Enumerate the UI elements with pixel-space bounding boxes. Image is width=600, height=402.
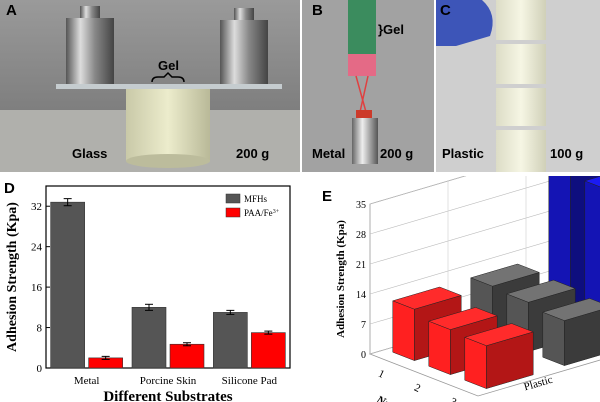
panel-a-gel-label: Gel xyxy=(158,58,179,73)
panel-d-letter: D xyxy=(4,180,15,197)
x-tick-label: 1 xyxy=(376,368,386,381)
y-tick-label: 16 xyxy=(31,282,43,294)
x-tick-label: Porcine Skin xyxy=(140,375,197,387)
panel-c-photo: C Plastic 100 g xyxy=(436,0,600,172)
panel-e-chart: E 0714212835123MetalPorcine SkinPlasticN… xyxy=(300,176,600,402)
panel-a-illustration xyxy=(0,0,300,172)
legend-swatch xyxy=(225,207,241,218)
y-tick-label: 24 xyxy=(31,242,43,254)
x-axis-label: Number xyxy=(373,392,417,402)
y-axis-label: Adhesion Strength (Kpa) xyxy=(5,202,20,352)
bar3d-top xyxy=(506,279,576,303)
z-tick-label: 21 xyxy=(356,260,366,271)
bar3d-top xyxy=(584,176,600,188)
panel-e-letter: E xyxy=(322,188,333,205)
bar xyxy=(50,201,85,369)
bar3d-front xyxy=(542,311,565,366)
panel-a-letter: A xyxy=(6,2,17,19)
panel-c-weight-label: 100 g xyxy=(550,146,584,161)
bar3d-front xyxy=(464,336,487,389)
x-tick-label: Silicone Pad xyxy=(222,375,278,387)
z-tick-label: 35 xyxy=(356,200,366,211)
legend-label: PAA/Fe3+ xyxy=(244,208,280,218)
bar3d-front xyxy=(428,320,451,375)
z-tick-label: 28 xyxy=(356,230,366,241)
x-tick-label: 3 xyxy=(448,396,459,402)
x-axis-label: Different Substrates xyxy=(103,389,232,402)
legend-superscript: 3+ xyxy=(273,209,280,215)
plot-frame xyxy=(45,185,291,369)
legend-label: MFHs xyxy=(244,194,268,204)
bar3d-front xyxy=(392,300,415,361)
panel-b-photo: B }Gel Metal 200 g xyxy=(302,0,434,172)
z-axis-label: Adhesion Strength (Kpa) xyxy=(335,220,347,338)
panel-b-weight-label: 200 g xyxy=(380,146,414,161)
panel-c-substrate-label: Plastic xyxy=(442,146,484,161)
panel-a-photo: A Gel Glass 200 g xyxy=(0,0,300,172)
bar3d-top xyxy=(470,263,540,287)
z-tick-label: 14 xyxy=(356,290,366,301)
panel-c-letter: C xyxy=(440,2,451,19)
y-tick-label: 0 xyxy=(37,363,43,375)
x-tick-label: 2 xyxy=(412,382,422,395)
bar3d-side xyxy=(564,309,600,366)
bar xyxy=(169,343,205,369)
bar3d-top xyxy=(428,307,498,330)
bar xyxy=(213,312,248,369)
bar3d-top xyxy=(464,323,534,346)
panel-a-substrate-label: Glass xyxy=(72,146,108,161)
bar-chart-d: 0 8 16 24 32 Metal Porcine Skin Silicone Pad Dif… xyxy=(5,185,291,402)
bar-chart-3d-e: 0714212835123MetalPorcine SkinPlasticNum… xyxy=(335,176,600,402)
z-tick-label: 7 xyxy=(361,320,366,331)
panel-b-gel-label: }Gel xyxy=(378,22,405,37)
x-tick-label: Metal xyxy=(74,375,100,387)
y-tick-label: 32 xyxy=(31,201,42,213)
panel-a-weight-label: 200 g xyxy=(236,146,270,161)
panel-d-chart: D 0 8 16 24 32 Metal Porcine Skin Silicone Pad D… xyxy=(0,176,300,402)
bar xyxy=(131,307,167,369)
bar3d-top xyxy=(392,286,462,310)
legend-swatch xyxy=(225,193,241,204)
bar xyxy=(251,332,286,369)
bar3d-top xyxy=(542,298,600,321)
panel-b-illustration xyxy=(302,0,434,172)
panel-b-substrate-label: Metal xyxy=(312,146,346,161)
panel-b-letter: B xyxy=(312,2,323,19)
z-tick-label: 0 xyxy=(361,350,366,361)
panel-c-illustration xyxy=(436,0,600,172)
y-tick-label: 8 xyxy=(37,323,43,335)
